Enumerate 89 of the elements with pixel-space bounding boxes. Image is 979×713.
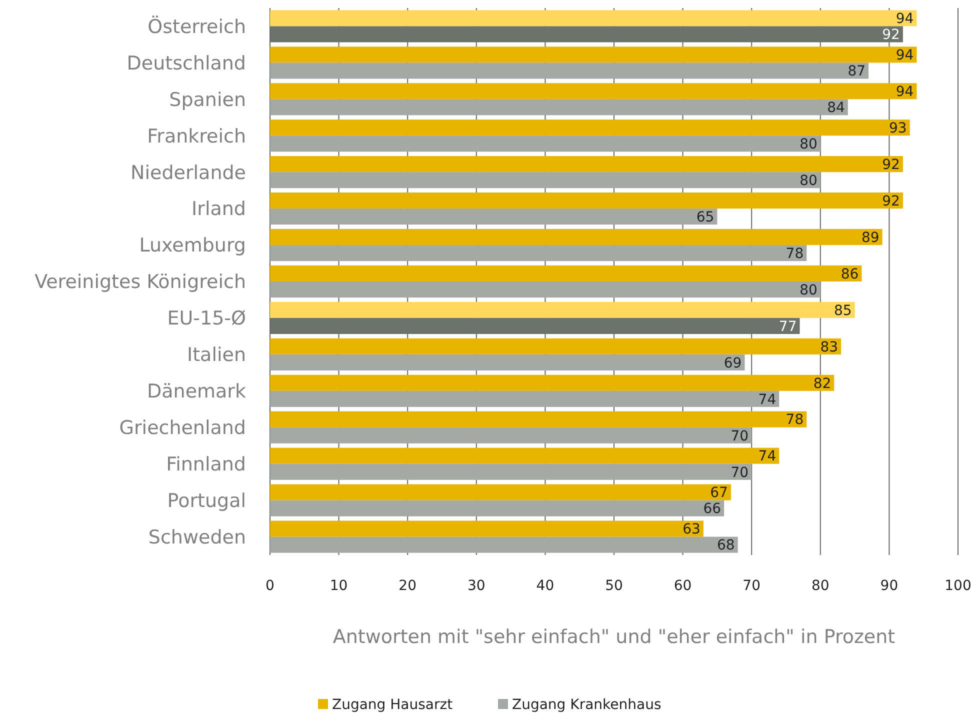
bar: [270, 136, 820, 152]
y-tick-label: Italien: [187, 344, 246, 366]
bar: [270, 46, 917, 63]
y-tick-label: Deutschland: [126, 52, 246, 74]
y-tick-label: Luxemburg: [139, 234, 246, 257]
bar: [270, 208, 718, 225]
bar: [270, 156, 903, 172]
bar: [270, 427, 752, 444]
data-label: 83: [820, 339, 838, 356]
bar: [270, 411, 807, 428]
data-label: 78: [786, 246, 804, 262]
bar: [270, 192, 903, 209]
bar: [270, 374, 834, 391]
data-label: 85: [834, 302, 852, 319]
bar: [270, 536, 738, 553]
x-tick-label: 60: [674, 578, 692, 594]
data-label: 70: [730, 428, 749, 444]
data-label: 87: [848, 64, 866, 80]
bar: [270, 318, 800, 334]
bar: [270, 245, 807, 262]
x-tick-label: 100: [944, 578, 972, 594]
x-tick-label: 40: [536, 578, 554, 594]
data-label: 80: [800, 136, 818, 153]
data-label: 86: [840, 266, 859, 282]
y-tick-label: Dänemark: [147, 380, 246, 403]
bar: [270, 302, 855, 318]
y-tick-label: Finnland: [166, 453, 246, 476]
x-axis-title: Antworten mit "sehr einfach" und "eher einfach" in Prozent: [332, 626, 896, 648]
bar: [270, 520, 704, 537]
data-label: 94: [896, 48, 914, 64]
data-label: 63: [682, 522, 700, 538]
data-label: 80: [800, 282, 818, 298]
bar: [270, 99, 848, 116]
data-label: 93: [889, 120, 907, 137]
data-label: 70: [730, 464, 749, 481]
bar: [270, 464, 752, 480]
data-label: 92: [882, 193, 900, 210]
data-label: 74: [758, 392, 776, 408]
y-tick-label: Griechenland: [119, 417, 246, 440]
data-label: 69: [724, 355, 742, 372]
x-tick-label: 80: [811, 578, 830, 594]
data-label: 67: [710, 485, 728, 502]
x-tick-label: 10: [330, 578, 348, 594]
x-tick-label: 50: [605, 578, 623, 594]
bar: [270, 62, 869, 79]
bar: [270, 390, 780, 407]
x-tick-label: 0: [266, 578, 274, 594]
bar: [270, 120, 910, 136]
legend-label: Zugang Hausarzt: [332, 696, 454, 713]
y-tick-label: Spanien: [169, 88, 246, 111]
x-tick-label: 20: [398, 578, 417, 594]
bar: [270, 10, 917, 26]
y-tick-label: Schweden: [148, 526, 246, 548]
y-tick-label: Niederlande: [130, 162, 246, 184]
bar: [270, 172, 820, 188]
data-label: 82: [813, 376, 832, 392]
bar: [270, 83, 917, 100]
data-label: 66: [703, 501, 722, 518]
bar: [270, 282, 820, 298]
bar: [270, 26, 903, 42]
data-label: 94: [896, 11, 914, 28]
y-tick-label: Irland: [192, 198, 246, 220]
data-label: 77: [778, 318, 797, 335]
bar: [270, 338, 842, 354]
y-tick-label: Vereinigtes Königreich: [34, 271, 246, 294]
bar: [270, 354, 745, 370]
data-label: 92: [882, 27, 900, 44]
data-label: 68: [717, 538, 735, 554]
bar: [270, 265, 862, 282]
y-tick-label: Österreich: [148, 14, 246, 38]
y-tick-label: Portugal: [167, 490, 246, 512]
data-label: 78: [786, 412, 804, 428]
legend-label: Zugang Krankenhaus: [512, 696, 662, 713]
x-tick-label: 90: [880, 578, 898, 594]
data-label: 94: [896, 84, 914, 100]
bar: [270, 500, 724, 516]
bar: [270, 484, 731, 500]
data-label: 80: [800, 173, 818, 190]
data-label: 74: [758, 448, 776, 465]
y-tick-label: EU-15-Ø: [167, 308, 246, 330]
data-label: 65: [696, 209, 714, 226]
bar: [270, 228, 882, 246]
x-tick-label: 30: [467, 578, 486, 594]
data-label: 89: [861, 230, 880, 246]
data-label: 92: [882, 156, 900, 173]
data-label: 84: [827, 100, 845, 116]
x-tick-label: 70: [742, 578, 761, 594]
y-tick-label: Frankreich: [147, 125, 246, 148]
bar: [270, 448, 780, 464]
